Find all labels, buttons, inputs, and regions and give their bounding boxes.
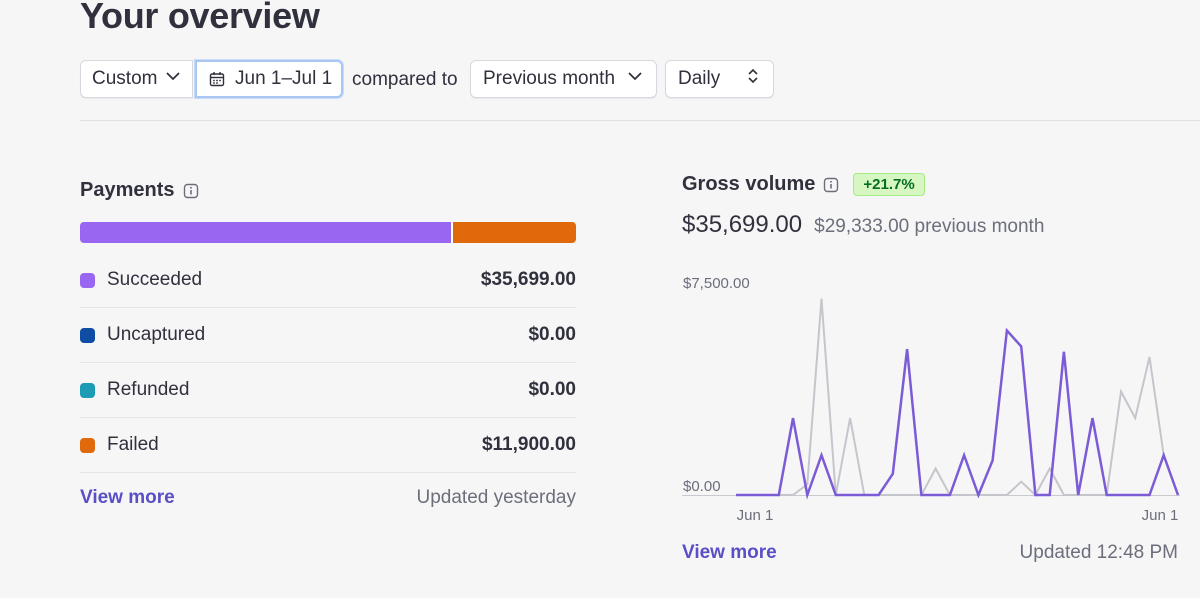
payment-status-label: Succeeded bbox=[107, 269, 203, 290]
page-title: Your overview bbox=[80, 0, 320, 36]
payments-title-text: Payments bbox=[80, 179, 175, 201]
payments-view-more-link[interactable]: View more bbox=[80, 487, 175, 508]
list-item[interactable]: Succeeded $35,699.00 bbox=[80, 253, 576, 308]
bar-segment-failed bbox=[452, 222, 576, 243]
list-item[interactable]: Uncaptured $0.00 bbox=[80, 308, 576, 363]
payment-status-amount: $11,900.00 bbox=[481, 434, 576, 455]
interval-select[interactable]: Daily bbox=[665, 60, 774, 98]
header-divider bbox=[80, 120, 1200, 121]
comparison-label: Previous month bbox=[483, 68, 616, 89]
y-axis-tick-label: $7,500.00 bbox=[683, 275, 750, 292]
payments-updated-text: Updated yesterday bbox=[416, 487, 577, 508]
change-badge: +21.7% bbox=[853, 173, 925, 196]
payment-status-amount: $0.00 bbox=[528, 379, 576, 400]
gross-volume-header: Gross volume +21.7% bbox=[682, 173, 925, 196]
status-color-swatch bbox=[80, 383, 95, 398]
comparison-select[interactable]: Previous month bbox=[470, 60, 657, 98]
list-item[interactable]: Refunded $0.00 bbox=[80, 363, 576, 418]
status-color-swatch bbox=[80, 328, 95, 343]
interval-label: Daily bbox=[678, 68, 721, 89]
x-axis-tick-label: Jun 1 bbox=[737, 507, 774, 524]
calendar-icon bbox=[209, 71, 225, 87]
payment-status-label: Failed bbox=[107, 434, 159, 455]
bar-segment-succeeded bbox=[80, 222, 451, 243]
payments-list: Succeeded $35,699.00 Uncaptured $0.00 Re… bbox=[80, 253, 576, 473]
range-type-select[interactable]: Custom bbox=[80, 60, 193, 98]
gross-volume-view-more-link[interactable]: View more bbox=[682, 542, 777, 563]
x-axis-tick-label: Jun 1 bbox=[1142, 507, 1179, 524]
status-color-swatch bbox=[80, 438, 95, 453]
chevron-down-icon bbox=[164, 67, 182, 91]
list-item[interactable]: Failed $11,900.00 bbox=[80, 418, 576, 473]
info-icon[interactable] bbox=[183, 183, 199, 199]
chevron-up-down-icon bbox=[745, 67, 761, 91]
payments-status-bar bbox=[80, 222, 576, 243]
date-range-label: Jun 1–Jul 1 bbox=[235, 68, 333, 89]
range-type-label: Custom bbox=[92, 68, 158, 89]
chevron-down-icon bbox=[626, 67, 644, 91]
gross-volume-current: $35,699.00 bbox=[682, 211, 803, 238]
payment-status-label: Uncaptured bbox=[107, 324, 206, 345]
status-color-swatch bbox=[80, 273, 95, 288]
gross-volume-values: $35,699.00 $29,333.00 previous month bbox=[682, 211, 1044, 239]
payment-status-amount: $35,699.00 bbox=[480, 269, 576, 290]
series-line-current bbox=[736, 327, 1180, 500]
gross-volume-title: Gross volume bbox=[682, 173, 816, 195]
compared-to-label: compared to bbox=[352, 69, 458, 90]
gross-volume-previous: $29,333.00 previous month bbox=[814, 216, 1045, 237]
gross-volume-footer: View more Updated 12:48 PM bbox=[682, 542, 1178, 564]
info-icon[interactable] bbox=[823, 177, 839, 193]
date-range-picker[interactable]: Jun 1–Jul 1 bbox=[195, 60, 343, 98]
y-axis-tick-label: $0.00 bbox=[683, 478, 721, 495]
series-line-previous bbox=[736, 298, 1179, 497]
gross-volume-updated-text: Updated 12:48 PM bbox=[1019, 542, 1178, 563]
payment-status-amount: $0.00 bbox=[528, 324, 576, 345]
payment-status-label: Refunded bbox=[107, 379, 190, 400]
payments-footer: View more Updated yesterday bbox=[80, 487, 576, 509]
payments-title: Payments bbox=[80, 179, 199, 202]
